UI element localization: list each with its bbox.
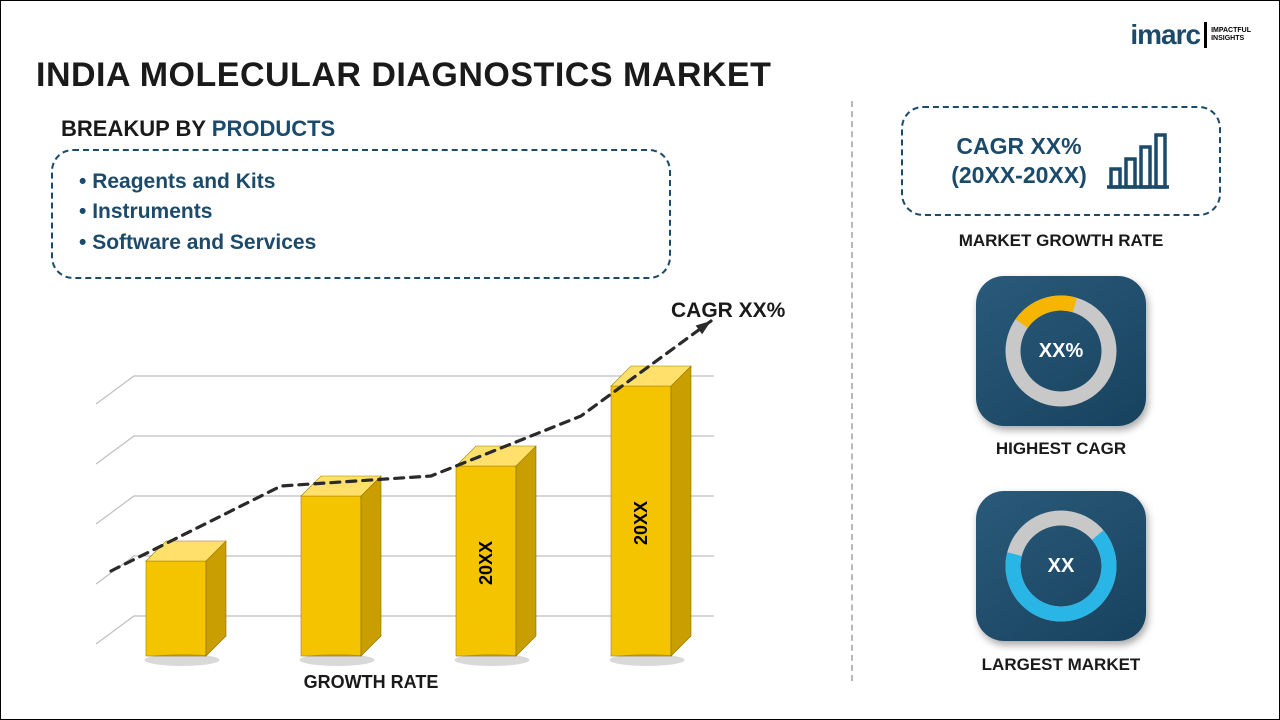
- products-list: Reagents and Kits Instruments Software a…: [79, 167, 643, 258]
- highest-cagr-tile: XX%: [976, 276, 1146, 426]
- cagr-text: CAGR XX% (20XX-20XX): [951, 132, 1087, 190]
- products-list-box: Reagents and Kits Instruments Software a…: [51, 149, 671, 279]
- breakup-prefix: BREAKUP BY: [61, 116, 212, 141]
- chart-cagr-label: CAGR XX%: [671, 299, 785, 323]
- largest-market-label: LARGEST MARKET: [901, 655, 1221, 675]
- logo-text: imarc: [1130, 19, 1200, 51]
- vertical-divider: [851, 101, 853, 681]
- largest-market-tile: XX: [976, 491, 1146, 641]
- bar-year-label: 20XX: [631, 398, 652, 648]
- bar-year-label: 20XX: [476, 478, 497, 648]
- logo-divider: [1204, 22, 1207, 48]
- product-item: Instruments: [79, 197, 643, 227]
- growth-rate-axis-label: GROWTH RATE: [51, 672, 691, 693]
- chart-svg: [51, 301, 811, 691]
- logo-tagline: IMPACTFUL INSIGHTS: [1211, 27, 1251, 42]
- highest-cagr-value: XX%: [1039, 340, 1083, 363]
- cagr-summary-box: CAGR XX% (20XX-20XX): [901, 106, 1221, 216]
- bar-growth-icon: [1103, 131, 1171, 191]
- page-title: INDIA MOLECULAR DIAGNOSTICS MARKET: [36, 56, 771, 95]
- highest-cagr-label: HIGHEST CAGR: [901, 439, 1221, 459]
- product-item: Software and Services: [79, 228, 643, 258]
- breakup-accent: PRODUCTS: [212, 116, 335, 141]
- breakup-title: BREAKUP BY PRODUCTS: [61, 116, 335, 142]
- product-item: Reagents and Kits: [79, 167, 643, 197]
- brand-logo: imarc IMPACTFUL INSIGHTS: [1130, 19, 1251, 51]
- growth-chart: CAGR XX% GROWTH RATE 20XX 20XX: [51, 301, 811, 691]
- largest-market-value: XX: [1048, 555, 1075, 578]
- market-growth-rate-label: MARKET GROWTH RATE: [901, 231, 1221, 251]
